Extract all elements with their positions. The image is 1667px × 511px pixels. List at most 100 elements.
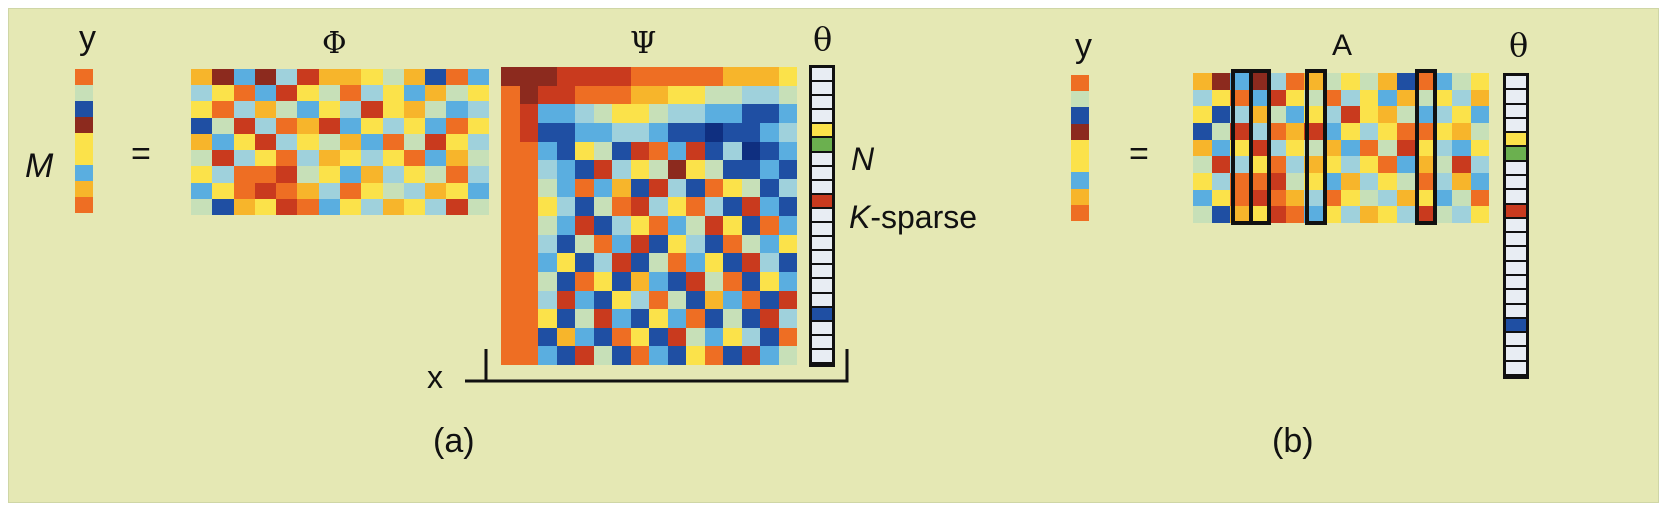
psi-cell [760, 67, 779, 86]
phi-cell [212, 182, 234, 199]
theta-vector-b [1503, 73, 1529, 379]
phi-cell [361, 85, 383, 102]
psi-cell [519, 346, 538, 365]
psi-cell [686, 234, 705, 254]
phi-cell [403, 69, 426, 86]
theta-cell [1506, 161, 1526, 176]
psi-cell [556, 309, 575, 328]
psi-label: Ψ [630, 26, 657, 61]
psi-cell [649, 346, 668, 365]
a-matrix-cell [1359, 172, 1378, 190]
psi-cell [667, 67, 686, 86]
phi-cell [276, 198, 298, 215]
highlight-column-4 [1415, 69, 1437, 225]
psi-cell [741, 216, 760, 235]
phi-cell [297, 150, 319, 167]
a-matrix-cell [1470, 106, 1489, 123]
psi-cell [501, 104, 520, 123]
highlight-column-2 [1249, 69, 1271, 225]
psi-cell [575, 122, 594, 142]
phi-cell [212, 117, 234, 134]
psi-cell [612, 67, 631, 86]
psi-cell [667, 327, 686, 347]
a-matrix-cell [1396, 89, 1415, 107]
theta-cell [812, 251, 832, 266]
psi-cell [556, 327, 575, 347]
a-matrix-cell [1359, 189, 1378, 207]
phi-cell [403, 101, 426, 118]
phi-cell [233, 166, 255, 183]
psi-cell [667, 271, 686, 291]
figure-background: y M = Φ Ψ θ N K-sparse x (a) y = A θ (b) [8, 8, 1659, 503]
psi-cell [649, 290, 668, 310]
psi-cell [741, 346, 760, 365]
phi-cell [191, 85, 213, 102]
psi-cell [704, 85, 723, 105]
theta-cell [1506, 204, 1526, 219]
phi-cell [318, 101, 340, 118]
phi-cell [276, 133, 298, 151]
a-matrix-cell [1341, 73, 1360, 90]
a-matrix-cell [1359, 122, 1378, 140]
a-matrix-cell [1470, 122, 1489, 140]
phi-cell [191, 101, 213, 118]
phi-cell [425, 69, 447, 86]
phi-cell [425, 101, 447, 118]
phi-cell [382, 117, 404, 134]
theta-cell [1506, 261, 1526, 276]
psi-cell [612, 104, 631, 123]
psi-cell [686, 178, 705, 198]
psi-cell [667, 160, 686, 179]
theta-label-b: θ [1509, 26, 1529, 64]
phi-cell [446, 69, 468, 86]
a-matrix-cell [1248, 139, 1267, 157]
psi-cell [686, 104, 705, 123]
psi-cell [704, 197, 723, 216]
y-vector-cell [75, 165, 93, 181]
a-matrix-cell [1285, 106, 1304, 123]
phi-cell [276, 150, 298, 167]
y-vector-cell [75, 149, 93, 165]
a-matrix-cell [1341, 206, 1360, 223]
psi-cell [741, 67, 760, 86]
psi-cell [575, 216, 594, 235]
psi-cell [723, 253, 742, 272]
psi-cell [686, 122, 705, 142]
phi-cell [446, 117, 468, 134]
psi-cell [501, 160, 520, 179]
psi-cell [723, 309, 742, 328]
theta-cell [1506, 175, 1526, 191]
theta-cell [812, 194, 832, 209]
psi-cell [538, 253, 557, 272]
a-label: A [1332, 29, 1353, 62]
psi-cell [556, 104, 575, 123]
a-matrix-cell [1211, 139, 1230, 157]
theta-cell [1506, 118, 1526, 134]
phi-cell [340, 133, 362, 151]
phi-cell [361, 133, 383, 151]
psi-cell [501, 253, 520, 272]
psi-cell [556, 197, 575, 216]
phi-cell [446, 198, 468, 215]
y-vector-cell [75, 117, 93, 133]
a-matrix-cell [1267, 139, 1286, 157]
psi-cell [723, 104, 742, 123]
psi-cell [686, 253, 705, 272]
psi-cell [649, 122, 668, 142]
a-matrix-cell [1322, 189, 1341, 207]
k-sparse-label: K-sparse [849, 201, 977, 233]
psi-cell [778, 216, 797, 235]
phi-cell [191, 166, 213, 183]
phi-cell [382, 166, 404, 183]
psi-cell [575, 67, 594, 86]
a-matrix-cell [1248, 106, 1267, 123]
a-matrix-cell [1378, 106, 1397, 123]
phi-cell [254, 133, 277, 151]
phi-cell [382, 85, 404, 102]
a-matrix-cell [1248, 172, 1267, 190]
psi-cell [667, 346, 686, 365]
psi-cell [760, 271, 779, 291]
psi-cell [612, 160, 631, 179]
a-matrix-cell [1322, 73, 1341, 90]
psi-cell [704, 160, 723, 179]
